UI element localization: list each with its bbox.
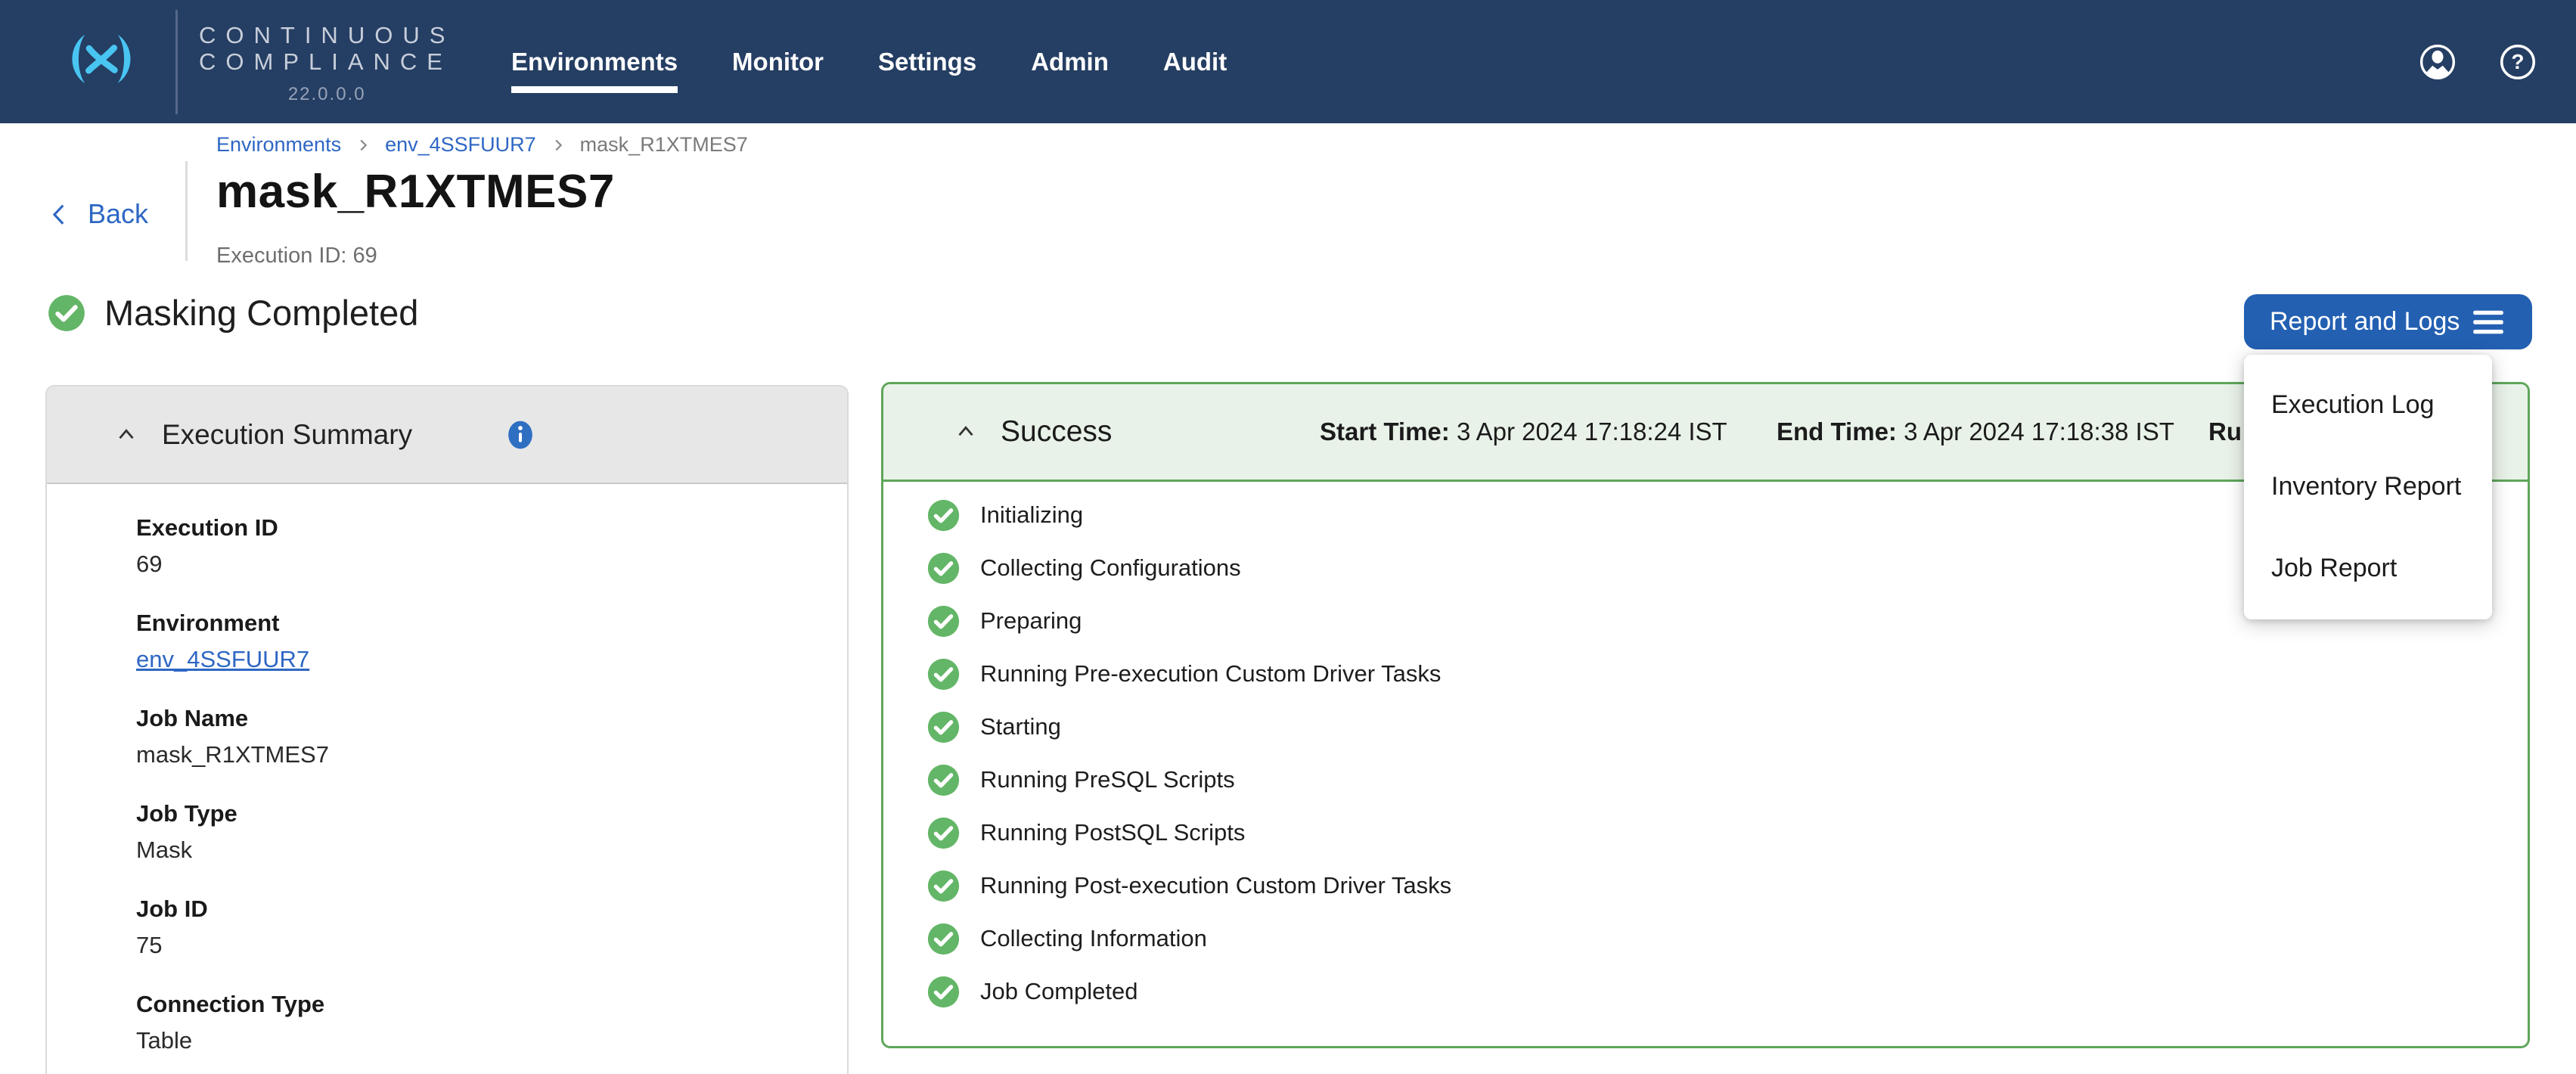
masking-status-label: Masking Completed — [104, 293, 419, 333]
chevron-left-icon — [52, 204, 64, 225]
menu-item-execution-log[interactable]: Execution Log — [2271, 390, 2435, 419]
end-time: End Time: 3 Apr 2024 17:18:38 IST — [1777, 417, 2174, 445]
environment-link[interactable]: env_4SSFUUR7 — [136, 646, 310, 672]
step-row-pre-execution-tasks: Running Pre-execution Custom Driver Task… — [926, 647, 1451, 700]
nav-audit-label: Audit — [1162, 47, 1227, 76]
nav-environments-label: Environments — [511, 47, 678, 76]
collapse-chevron-up-icon[interactable] — [113, 422, 139, 448]
brand-logo[interactable]: CONTINUOUS COMPLIANCE 22.0.0.0 — [53, 0, 455, 123]
check-circle-icon — [48, 294, 85, 331]
step-row-postsql-scripts: Running PostSQL Scripts — [926, 806, 1451, 859]
brand-line-2: COMPLIANCE — [199, 48, 452, 75]
app-version: 22.0.0.0 — [287, 83, 366, 104]
info-icon[interactable] — [505, 420, 535, 450]
step-row-post-execution-tasks: Running Post-execution Custom Driver Tas… — [926, 859, 1451, 912]
brand-text: CONTINUOUS COMPLIANCE 22.0.0.0 — [199, 22, 455, 105]
execution-id-subtitle: Execution ID: 69 — [216, 244, 377, 268]
report-and-logs-label: Report and Logs — [2270, 307, 2460, 336]
nav-monitor[interactable]: Monitor — [732, 48, 824, 76]
report-and-logs-button[interactable]: Report and Logs — [2244, 294, 2532, 349]
step-row-starting: Starting — [926, 700, 1451, 753]
step-row-collecting-configurations: Collecting Configurations — [926, 542, 1451, 594]
main-nav: Environments Monitor Settings Admin Audi… — [511, 0, 1227, 123]
check-circle-icon — [927, 923, 960, 954]
field-execution-id: Execution ID 69 — [136, 514, 278, 577]
check-circle-icon — [927, 764, 960, 796]
back-label: Back — [88, 198, 149, 229]
step-row-initializing: Initializing — [926, 489, 1451, 542]
field-job-type: Job Type Mask — [136, 800, 237, 863]
menu-item-inventory-report[interactable]: Inventory Report — [2271, 471, 2462, 501]
run-time-label-fragment: Ru — [2208, 417, 2242, 445]
check-circle-icon — [927, 658, 960, 690]
nav-admin[interactable]: Admin — [1031, 48, 1109, 76]
step-row-job-completed: Job Completed — [926, 965, 1451, 1018]
step-row-collecting-information: Collecting Information — [926, 912, 1451, 965]
brand-line-1: CONTINUOUS — [199, 21, 455, 48]
active-tab-underline — [511, 85, 678, 93]
chevron-right-icon — [555, 139, 562, 151]
chevron-right-icon — [360, 139, 368, 151]
execution-summary-header[interactable]: Execution Summary — [47, 386, 847, 484]
breadcrumb-env-4ssfuur7[interactable]: env_4SSFUUR7 — [385, 133, 536, 156]
step-row-preparing: Preparing — [926, 594, 1451, 647]
brand-divider — [175, 9, 178, 114]
execution-summary-panel: Execution Summary Execution ID 69 Enviro… — [45, 385, 849, 1074]
nav-environments[interactable]: Environments — [511, 47, 678, 93]
page-title: mask_R1XTMES7 — [216, 166, 615, 218]
success-status-title: Success — [1001, 415, 1113, 448]
delphix-logo-icon — [72, 34, 131, 83]
check-circle-icon — [927, 976, 960, 1007]
execution-summary-title: Execution Summary — [162, 418, 413, 450]
hamburger-menu-icon — [2473, 310, 2503, 334]
breadcrumb-current: mask_R1XTMES7 — [579, 133, 748, 156]
check-circle-icon — [927, 817, 960, 849]
user-avatar-icon[interactable] — [2419, 43, 2457, 81]
start-time: Start Time: 3 Apr 2024 17:18:24 IST — [1320, 417, 1727, 445]
check-circle-icon — [927, 605, 960, 637]
title-divider — [185, 161, 188, 261]
field-job-name: Job Name mask_R1XTMES7 — [136, 705, 329, 768]
nav-audit[interactable]: Audit — [1163, 48, 1227, 76]
breadcrumb-environments[interactable]: Environments — [216, 133, 342, 156]
breadcrumb: Environments env_4SSFUUR7 mask_R1XTMES7 — [216, 133, 748, 157]
field-connection-type: Connection Type Table — [136, 991, 325, 1054]
check-circle-icon — [927, 711, 960, 743]
nav-monitor-label: Monitor — [732, 47, 824, 76]
execution-summary-body: Execution ID 69 Environment env_4SSFUUR7… — [136, 514, 329, 1074]
svg-text:?: ? — [2511, 49, 2524, 73]
nav-settings[interactable]: Settings — [878, 48, 976, 76]
topbar-icons: ? — [2419, 0, 2537, 123]
back-button[interactable]: Back — [47, 198, 148, 230]
nav-admin-label: Admin — [1031, 47, 1109, 76]
nav-settings-label: Settings — [878, 47, 977, 76]
check-circle-icon — [927, 552, 960, 584]
execution-steps-list: Initializing Collecting Configurations P… — [926, 489, 1451, 1018]
step-row-presql-scripts: Running PreSQL Scripts — [926, 753, 1451, 806]
check-circle-icon — [927, 499, 960, 531]
collapse-chevron-up-icon[interactable] — [953, 419, 979, 445]
menu-item-job-report[interactable]: Job Report — [2271, 553, 2398, 582]
help-icon[interactable]: ? — [2499, 43, 2537, 81]
field-job-id: Job ID 75 — [136, 896, 208, 958]
check-circle-icon — [927, 870, 960, 902]
masking-status: Masking Completed — [47, 292, 418, 334]
top-nav-bar: CONTINUOUS COMPLIANCE 22.0.0.0 Environme… — [0, 0, 2576, 123]
report-and-logs-menu: Execution Log Inventory Report Job Repor… — [2244, 355, 2492, 619]
field-environment: Environment env_4SSFUUR7 — [136, 610, 310, 672]
